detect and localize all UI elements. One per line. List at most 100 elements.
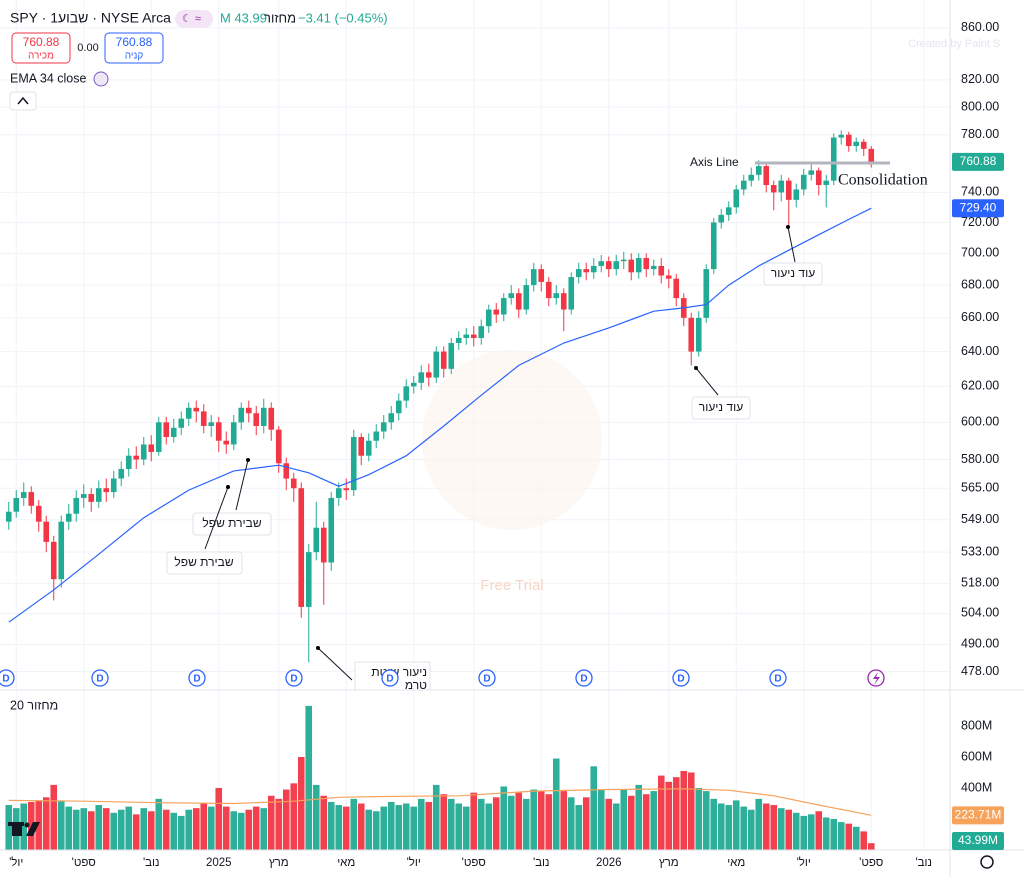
candle-body	[568, 277, 575, 310]
volume-bar	[792, 812, 800, 850]
volume-bar	[380, 806, 388, 850]
volume-bar	[80, 808, 88, 850]
candle-body	[635, 258, 642, 273]
arrow-dot	[694, 366, 698, 370]
arrow-dot	[786, 225, 790, 229]
candle-body	[500, 298, 507, 315]
volume-bar	[867, 843, 875, 850]
candle-body	[733, 189, 740, 208]
y-tick-label: 565.00	[961, 480, 999, 494]
volume-bar	[485, 803, 493, 850]
candle-body	[80, 494, 87, 498]
dividend-marker	[285, 669, 303, 687]
volume-bar	[170, 812, 178, 850]
candle-body	[43, 521, 50, 542]
volume-bar	[282, 789, 290, 850]
dividend-marker	[672, 669, 690, 687]
candle-body	[343, 488, 350, 491]
y-tick-label: 800.00	[961, 99, 999, 113]
candle-body	[868, 148, 875, 162]
dividend-marker	[769, 669, 787, 687]
candle-body	[808, 170, 815, 175]
annotation: שבירת שפל	[202, 516, 261, 530]
settings-icon[interactable]	[980, 855, 994, 869]
volume-bar	[500, 786, 508, 850]
volume-bar	[635, 784, 643, 850]
sell-button[interactable]	[11, 32, 71, 64]
symbol: SPY · 1שבוע · NYSE Arca	[10, 10, 171, 26]
volume-bar	[725, 805, 733, 850]
volume-bar	[815, 811, 823, 850]
candle-body	[590, 265, 597, 273]
candle-body	[35, 505, 42, 522]
volume-bar	[687, 772, 695, 850]
annotation: טרמ	[405, 678, 427, 692]
candle-body	[710, 222, 717, 270]
volume-bar	[605, 798, 613, 850]
dividend-marker	[0, 669, 15, 687]
volume-bar	[612, 803, 620, 850]
candle-body	[673, 278, 680, 299]
candle-body	[208, 422, 215, 426]
y-tick-label: 820.00	[961, 72, 999, 86]
volume-bar	[762, 803, 770, 850]
volume-bar	[357, 803, 365, 850]
candle-body	[5, 511, 12, 522]
volume-bar	[582, 797, 590, 850]
volume-bar	[567, 797, 575, 850]
price-tag-label: 760.88	[960, 154, 997, 168]
volume-bar	[515, 792, 523, 850]
volume-bar	[777, 808, 785, 850]
candle-body	[358, 437, 365, 456]
callout: שבירת שפל	[166, 485, 243, 575]
collapse-button[interactable]	[9, 91, 37, 111]
buy-button[interactable]	[104, 32, 164, 64]
candle-body	[770, 185, 777, 193]
dividend-label: D	[483, 674, 490, 685]
candle-body	[598, 261, 605, 266]
volume-bar	[215, 788, 223, 850]
callout-box	[691, 396, 751, 420]
candle-body	[178, 418, 185, 428]
candle-body	[740, 180, 747, 190]
indicator-icon[interactable]	[93, 71, 109, 87]
sell-label: מכירה	[28, 51, 54, 62]
candle-body	[350, 437, 357, 491]
y-tick-label: 700.00	[961, 246, 999, 260]
volume-bar	[440, 794, 448, 850]
volume-bar	[147, 811, 155, 850]
arrow-dot	[226, 485, 230, 489]
candle-body	[860, 141, 867, 149]
volume-bar	[65, 806, 73, 850]
candle-body	[148, 444, 155, 452]
volume-bar	[650, 791, 658, 850]
candle-body	[50, 541, 57, 580]
volume-bar	[627, 795, 635, 850]
volume-bar	[597, 789, 605, 850]
callout-box	[763, 262, 823, 286]
annotation: עוד ניעור	[699, 400, 743, 414]
volume-bar	[140, 808, 148, 850]
volume-bar	[545, 794, 553, 850]
volume-tick-label: 800M	[961, 718, 992, 732]
status-icon: ☾ ≈	[182, 13, 201, 25]
candle-body	[388, 413, 395, 423]
watermark: Created by Paint S	[908, 38, 1000, 50]
x-tick-label: ספט'	[859, 857, 883, 869]
callout: עוד ניעור	[763, 225, 823, 286]
candle-body	[628, 259, 635, 273]
volume-bar	[342, 806, 350, 850]
candle-body	[20, 492, 27, 498]
volume-bar	[327, 801, 335, 850]
buy-label: קניה	[125, 51, 144, 62]
volume-bar	[590, 766, 598, 850]
y-tick-label: 640.00	[961, 344, 999, 358]
candle-body	[613, 261, 620, 270]
volume-bar	[575, 805, 583, 850]
candle-body	[118, 468, 125, 479]
price-change: −3.41 (−0.45%)	[298, 10, 388, 25]
x-tick-label: נוב'	[533, 857, 550, 869]
volume-bar	[470, 792, 478, 850]
candle-body	[193, 407, 200, 412]
volume-bar	[72, 809, 80, 850]
